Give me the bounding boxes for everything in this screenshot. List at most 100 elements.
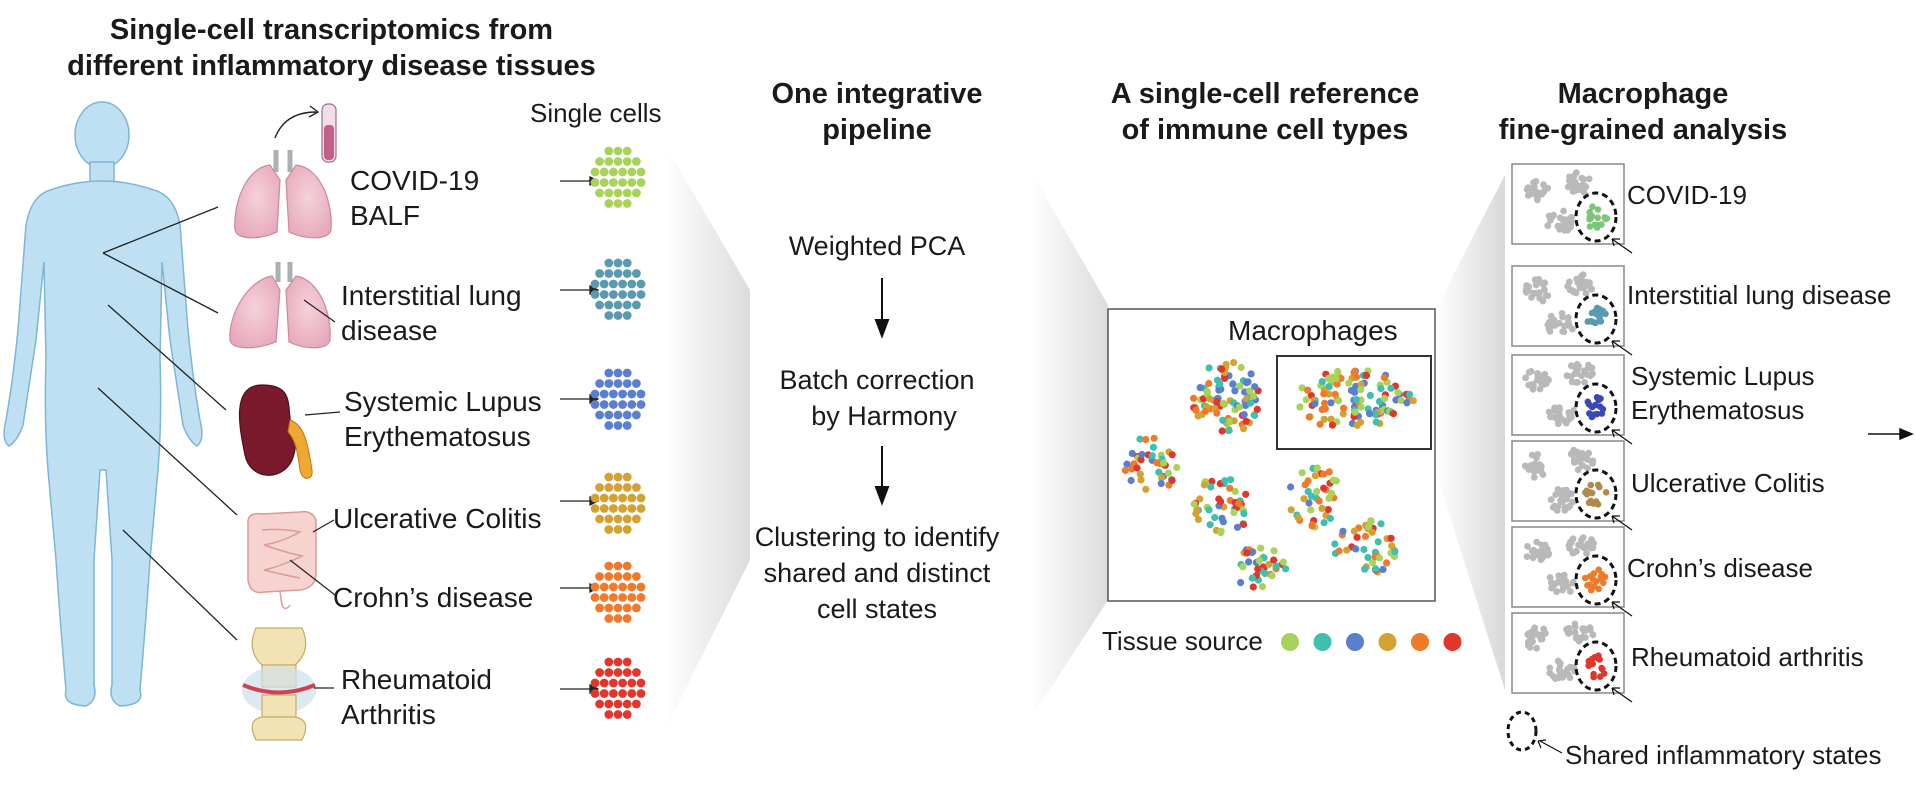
umap-cell-dot <box>1352 396 1360 404</box>
tissue-source-dot <box>1313 633 1332 651</box>
umap-cell-dot <box>1315 497 1323 505</box>
single-cell-dot <box>636 400 646 409</box>
single-cell-dot <box>613 146 623 156</box>
single-cell-dot <box>632 379 641 388</box>
joint-icon <box>242 627 334 741</box>
single-cell-dot <box>599 582 609 592</box>
umap-cell-dot <box>1211 513 1219 522</box>
single-cell-dot <box>590 582 600 592</box>
umap-cell-dot <box>1375 554 1383 562</box>
umap-panel <box>1107 308 1436 602</box>
macrophage-grey-dot <box>1545 318 1553 326</box>
single-cell-dot <box>622 614 632 623</box>
single-cell-dot <box>618 400 627 409</box>
single-cell-dot <box>613 269 623 278</box>
umap-cell-dot <box>1237 579 1245 587</box>
tissue-label-covid: COVID-19 BALF <box>350 163 479 233</box>
macrophage-grey-dot <box>1541 370 1549 378</box>
umap-cell-dot <box>1137 456 1145 464</box>
single-cell-dot <box>636 689 646 698</box>
macrophage-grey-dot <box>1536 294 1544 302</box>
pipeline-arrows <box>874 278 890 506</box>
umap-cell-dot <box>1316 420 1324 428</box>
umap-cell-dot <box>1350 527 1358 535</box>
umap-cell-dot <box>1230 508 1238 517</box>
umap-cell-dot <box>1318 504 1326 512</box>
umap-cell-dot <box>1327 415 1335 423</box>
single-cell-dot <box>636 678 646 688</box>
umap-cell-dot <box>1381 394 1389 402</box>
macrophage-grey-dot <box>1524 543 1531 550</box>
lung-icon-ild <box>229 262 336 349</box>
single-cell-dot <box>599 593 609 602</box>
single-cell-dot <box>613 483 623 492</box>
single-cell-dot <box>595 188 604 198</box>
umap-cell-dot <box>1215 386 1223 394</box>
umap-cell-dot <box>1253 405 1261 413</box>
single-cell-dot <box>613 603 623 613</box>
macrophage-grey-dot <box>1540 625 1548 633</box>
tissue-label-sle: Systemic Lupus Erythematosus <box>344 384 542 454</box>
umap-cell-dot <box>1246 399 1255 407</box>
umap-cell-dot <box>1374 538 1382 546</box>
macrophage-grey-dot <box>1524 641 1532 649</box>
single-cell-dot <box>622 483 632 492</box>
macrophage-state-dot <box>1587 318 1595 325</box>
macrophage-grey-dot <box>1582 289 1590 297</box>
macrophage-grey-dot <box>1534 451 1541 458</box>
macrophage-grey-dot <box>1589 544 1597 552</box>
umap-cell-dot <box>1362 371 1370 379</box>
single-cell-dot <box>604 258 614 268</box>
step-batch-line2: by Harmony <box>811 401 957 431</box>
umap-cell-dot <box>1325 374 1333 382</box>
single-cell-dot <box>622 657 632 667</box>
single-cell-dot <box>632 699 641 709</box>
single-cell-dot <box>599 504 609 513</box>
macrophage-grey-dot <box>1589 370 1596 378</box>
umap-cell-dot <box>1230 359 1238 367</box>
single-cell-dot <box>613 614 623 623</box>
macrophage-grey-dot <box>1524 184 1532 192</box>
single-cell-dot <box>604 146 614 156</box>
left-title-line1: Single-cell transcriptomics from <box>109 14 554 46</box>
umap-cell-dot <box>1142 435 1150 444</box>
umap-cell-dot <box>1229 380 1237 388</box>
single-cell-dot <box>632 603 641 613</box>
macrophage-grey-dot <box>1546 664 1554 672</box>
umap-cell-dot <box>1128 449 1136 458</box>
single-cell-dot <box>618 689 627 698</box>
single-cell-dot <box>604 572 614 581</box>
umap-cell-dot <box>1397 396 1405 405</box>
single-cell-dot <box>595 572 604 581</box>
single-cell-dot <box>618 389 627 399</box>
umap-cell-dot <box>1294 514 1302 522</box>
single-cell-dot <box>604 603 614 613</box>
macrophage-grey-dot <box>1539 281 1547 288</box>
umap-cell-dot <box>1313 464 1321 472</box>
umap-cell-dot <box>1137 476 1145 484</box>
macrophage-grey-dot <box>1546 574 1554 581</box>
umap-cell-dot <box>1308 522 1316 530</box>
umap-cell-dot <box>1208 477 1216 485</box>
single-cell-dot <box>590 290 600 299</box>
umap-cell-dot <box>1311 472 1319 480</box>
macrophage-grey-dot <box>1546 669 1554 677</box>
umap-cell-dot <box>1265 560 1273 568</box>
single-cell-dot <box>627 178 637 187</box>
macrophage-panels <box>1511 163 1633 703</box>
umap-cell-dot <box>1219 416 1227 424</box>
single-cell-dot <box>627 689 637 698</box>
single-cell-dot <box>590 593 600 602</box>
tissue-label-ra: Rheumatoid Arthritis <box>341 662 492 732</box>
step-clustering-line1: Clustering to identify <box>754 522 1000 552</box>
macrophage-grey-dot <box>1555 319 1563 327</box>
shared-state-circle <box>1574 640 1618 692</box>
single-cell-dot <box>627 389 637 399</box>
macrophage-grey-dot <box>1553 588 1560 596</box>
macrophage-state-dot <box>1592 498 1600 505</box>
macrophage-state-dot <box>1585 499 1593 507</box>
funnel-shade-3 <box>1435 175 1505 690</box>
single-cell-dot <box>613 258 623 268</box>
funnel-shade-2 <box>1030 170 1108 720</box>
